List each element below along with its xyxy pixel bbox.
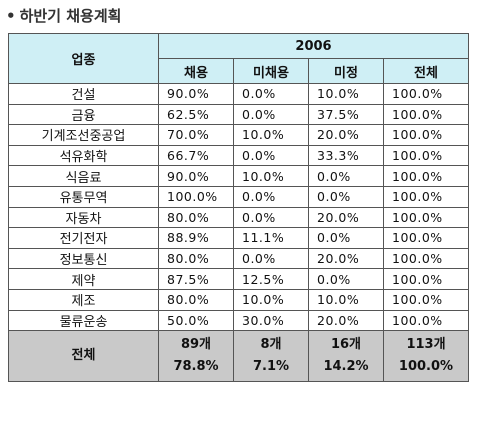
total-cell: 100.0% (383, 309, 469, 332)
undecided-cell: 20.0% (308, 309, 384, 332)
total-nohire-cell: 8개 7.1% (233, 330, 309, 383)
hire-cell: 80.0% (158, 288, 234, 311)
total-cell: 100.0% (383, 268, 469, 290)
table-row: 물류운송 50.0% 30.0% 20.0% 100.0% (8, 309, 469, 332)
nohire-cell: 0.0% (233, 83, 309, 105)
total-undecided-cell: 16개 14.2% (308, 330, 384, 383)
undecided-cell: 20.0% (308, 206, 384, 229)
industry-cell: 식음료 (8, 165, 159, 187)
industry-cell: 석유화학 (8, 144, 159, 167)
table-row: 제약 87.5% 12.5% 0.0% 100.0% (8, 268, 469, 290)
hire-cell: 87.5% (158, 268, 234, 290)
industry-cell: 물류운송 (8, 309, 159, 332)
caption-text: 하반기 채용계획 (19, 7, 122, 25)
nohire-cell: 0.0% (233, 247, 309, 270)
hiring-plan-table: 업종 2006 채용 미채용 미정 전체 건설 90.0% 0.0% 10.0%… (8, 33, 469, 383)
undecided-cell: 37.5% (308, 103, 384, 126)
total-total-cell: 113개 100.0% (383, 330, 469, 383)
undecided-cell: 0.0% (308, 268, 384, 290)
nohire-cell: 0.0% (233, 185, 309, 208)
hire-cell: 62.5% (158, 103, 234, 126)
year-header: 2006 (158, 33, 469, 59)
hire-cell: 88.9% (158, 227, 234, 249)
industry-cell: 건설 (8, 83, 159, 105)
nohire-cell: 10.0% (233, 288, 309, 311)
total-hire-pct: 78.8% (173, 359, 219, 375)
hire-cell: 90.0% (158, 165, 234, 187)
total-total-pct: 100.0% (398, 359, 454, 375)
hire-cell: 90.0% (158, 83, 234, 105)
industry-cell: 정보통신 (8, 247, 159, 270)
nohire-cell: 10.0% (233, 165, 309, 187)
undecided-cell: 20.0% (308, 247, 384, 270)
nohire-cell: 0.0% (233, 206, 309, 229)
table-row: 전기전자 88.9% 11.1% 0.0% 100.0% (8, 227, 469, 249)
industry-cell: 제약 (8, 268, 159, 290)
table-row: 기계조선중공업 70.0% 10.0% 20.0% 100.0% (8, 124, 469, 146)
industry-cell: 유통무역 (8, 185, 159, 208)
total-total-count: 113개 (406, 337, 446, 353)
undecided-cell: 0.0% (308, 227, 384, 249)
total-cell: 100.0% (383, 165, 469, 187)
undecided-cell: 20.0% (308, 124, 384, 146)
table-row: 석유화학 66.7% 0.0% 33.3% 100.0% (8, 144, 469, 167)
table-row: 건설 90.0% 0.0% 10.0% 100.0% (8, 83, 469, 105)
table-caption: • 하반기 채용계획 (6, 4, 121, 28)
total-column-header: 전체 (383, 58, 469, 84)
industry-cell: 기계조선중공업 (8, 124, 159, 146)
industry-cell: 자동차 (8, 206, 159, 229)
total-undecided-pct: 14.2% (323, 359, 369, 375)
table-row: 금융 62.5% 0.0% 37.5% 100.0% (8, 103, 469, 126)
hire-cell: 80.0% (158, 206, 234, 229)
total-cell: 100.0% (383, 83, 469, 105)
total-cell: 100.0% (383, 288, 469, 311)
total-cell: 100.0% (383, 247, 469, 270)
total-cell: 100.0% (383, 185, 469, 208)
undecided-cell: 10.0% (308, 288, 384, 311)
nohire-cell: 0.0% (233, 103, 309, 126)
total-cell: 100.0% (383, 144, 469, 167)
nohire-cell: 10.0% (233, 124, 309, 146)
undecided-cell: 10.0% (308, 83, 384, 105)
industry-cell: 제조 (8, 288, 159, 311)
table-row: 제조 80.0% 10.0% 10.0% 100.0% (8, 288, 469, 311)
industry-column-header: 업종 (8, 33, 159, 84)
total-row: 전체 89개 78.8% 8개 7.1% 16개 14.2% 113개 100.… (8, 330, 469, 383)
total-hire-count: 89개 (180, 337, 212, 353)
nohire-cell: 0.0% (233, 144, 309, 167)
industry-cell: 금융 (8, 103, 159, 126)
total-cell: 100.0% (383, 103, 469, 126)
hire-column-header: 채용 (158, 58, 234, 84)
undecided-column-header: 미정 (308, 58, 384, 84)
total-cell: 100.0% (383, 124, 469, 146)
undecided-cell: 0.0% (308, 185, 384, 208)
hire-cell: 66.7% (158, 144, 234, 167)
bullet-icon: • (6, 7, 16, 25)
total-nohire-pct: 7.1% (252, 359, 290, 375)
table-row: 정보통신 80.0% 0.0% 20.0% 100.0% (8, 247, 469, 270)
hire-cell: 70.0% (158, 124, 234, 146)
nohire-cell: 30.0% (233, 309, 309, 332)
table-row: 자동차 80.0% 0.0% 20.0% 100.0% (8, 206, 469, 229)
industry-cell: 전기전자 (8, 227, 159, 249)
total-undecided-count: 16개 (330, 337, 362, 353)
total-cell: 100.0% (383, 206, 469, 229)
hire-cell: 100.0% (158, 185, 234, 208)
undecided-cell: 33.3% (308, 144, 384, 167)
table-row: 식음료 90.0% 10.0% 0.0% 100.0% (8, 165, 469, 187)
nohire-cell: 12.5% (233, 268, 309, 290)
total-cell: 100.0% (383, 227, 469, 249)
hire-cell: 50.0% (158, 309, 234, 332)
total-nohire-count: 8개 (260, 337, 282, 353)
total-row-label: 전체 (8, 330, 159, 383)
total-hire-cell: 89개 78.8% (158, 330, 234, 383)
undecided-cell: 0.0% (308, 165, 384, 187)
nohire-column-header: 미채용 (233, 58, 309, 84)
table-row: 유통무역 100.0% 0.0% 0.0% 100.0% (8, 185, 469, 208)
hire-cell: 80.0% (158, 247, 234, 270)
nohire-cell: 11.1% (233, 227, 309, 249)
